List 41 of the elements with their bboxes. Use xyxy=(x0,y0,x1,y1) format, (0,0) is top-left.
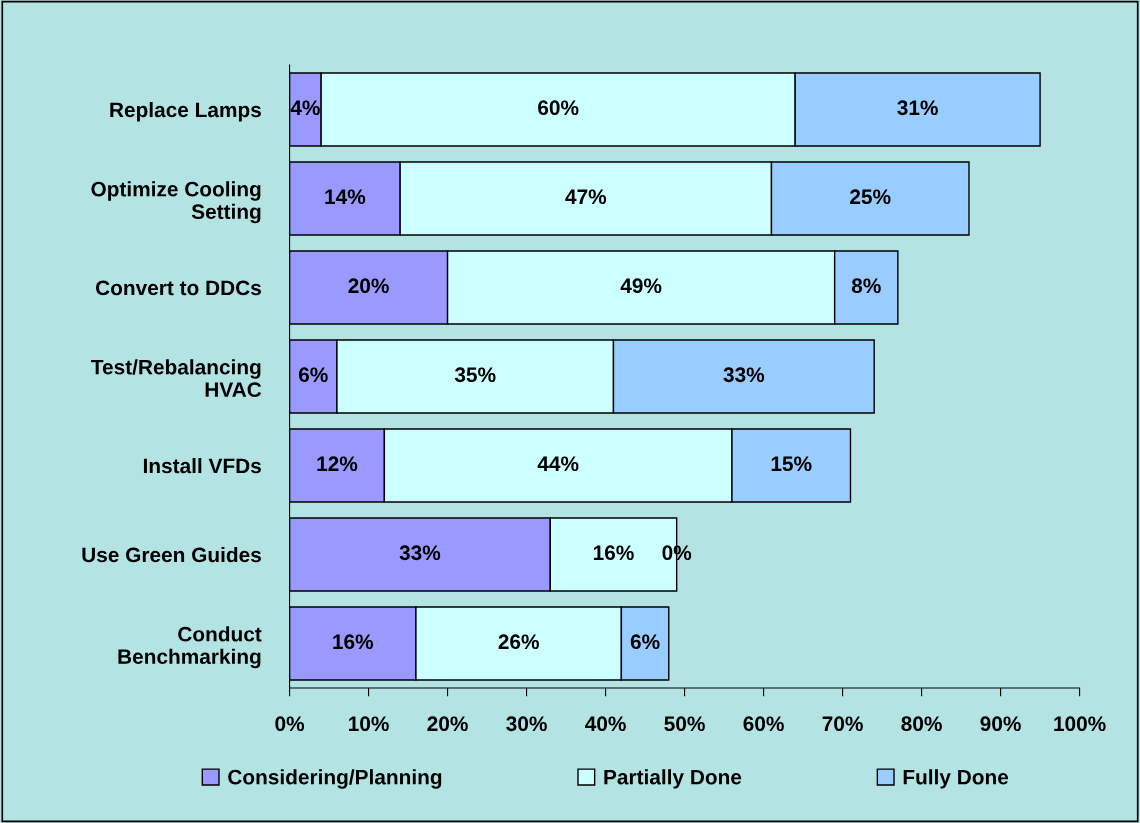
x-tick-label: 30% xyxy=(506,716,547,732)
legend-label: Considering/Planning xyxy=(228,769,442,789)
data-label: 60% xyxy=(538,100,579,116)
data-label: 8% xyxy=(851,278,881,294)
data-label: 16% xyxy=(333,634,374,650)
data-label: 47% xyxy=(565,189,607,205)
data-label: 15% xyxy=(771,456,812,472)
data-label: 26% xyxy=(498,634,539,650)
y-tick-label: Use Green Guides xyxy=(82,546,261,563)
data-label: 4% xyxy=(290,100,320,116)
x-tick-label: 100% xyxy=(1054,716,1106,732)
data-label: 44% xyxy=(537,456,579,472)
y-tick-label: Install VFDs xyxy=(143,457,261,474)
data-label: 35% xyxy=(454,367,496,383)
x-tick-label: 10% xyxy=(349,716,389,732)
data-label: 12% xyxy=(317,456,358,472)
y-tick-label: Convert to DDCs xyxy=(95,280,261,296)
y-tick-label: Optimize Cooling Setting xyxy=(91,181,261,224)
data-label: 6% xyxy=(298,367,328,383)
data-label: 20% xyxy=(348,278,389,294)
y-tick-label: Test/Rebalancing HVAC xyxy=(91,359,262,398)
x-tick-label: 20% xyxy=(427,716,468,732)
data-label: 6% xyxy=(630,634,660,650)
legend-label: Fully Done xyxy=(903,769,1009,789)
data-label: 16% xyxy=(593,545,634,561)
data-label: 33% xyxy=(723,367,765,383)
legend-label: Partially Done xyxy=(604,769,742,789)
x-tick-label: 60% xyxy=(743,716,784,732)
data-label: 31% xyxy=(897,100,938,116)
data-label: 14% xyxy=(325,189,366,205)
x-tick-label: 40% xyxy=(585,716,626,732)
data-label: 49% xyxy=(620,278,662,294)
x-tick-label: 80% xyxy=(901,716,942,732)
x-tick-label: 50% xyxy=(664,716,705,732)
x-tick-label: 90% xyxy=(980,716,1021,732)
x-tick-label: 70% xyxy=(822,716,863,732)
data-label: 25% xyxy=(850,189,891,205)
x-tick-label: 0% xyxy=(275,716,305,732)
data-label: 33% xyxy=(399,545,441,561)
y-tick-label: Conduct Benchmarking xyxy=(118,626,262,669)
y-tick-label: Replace Lamps xyxy=(110,101,261,122)
